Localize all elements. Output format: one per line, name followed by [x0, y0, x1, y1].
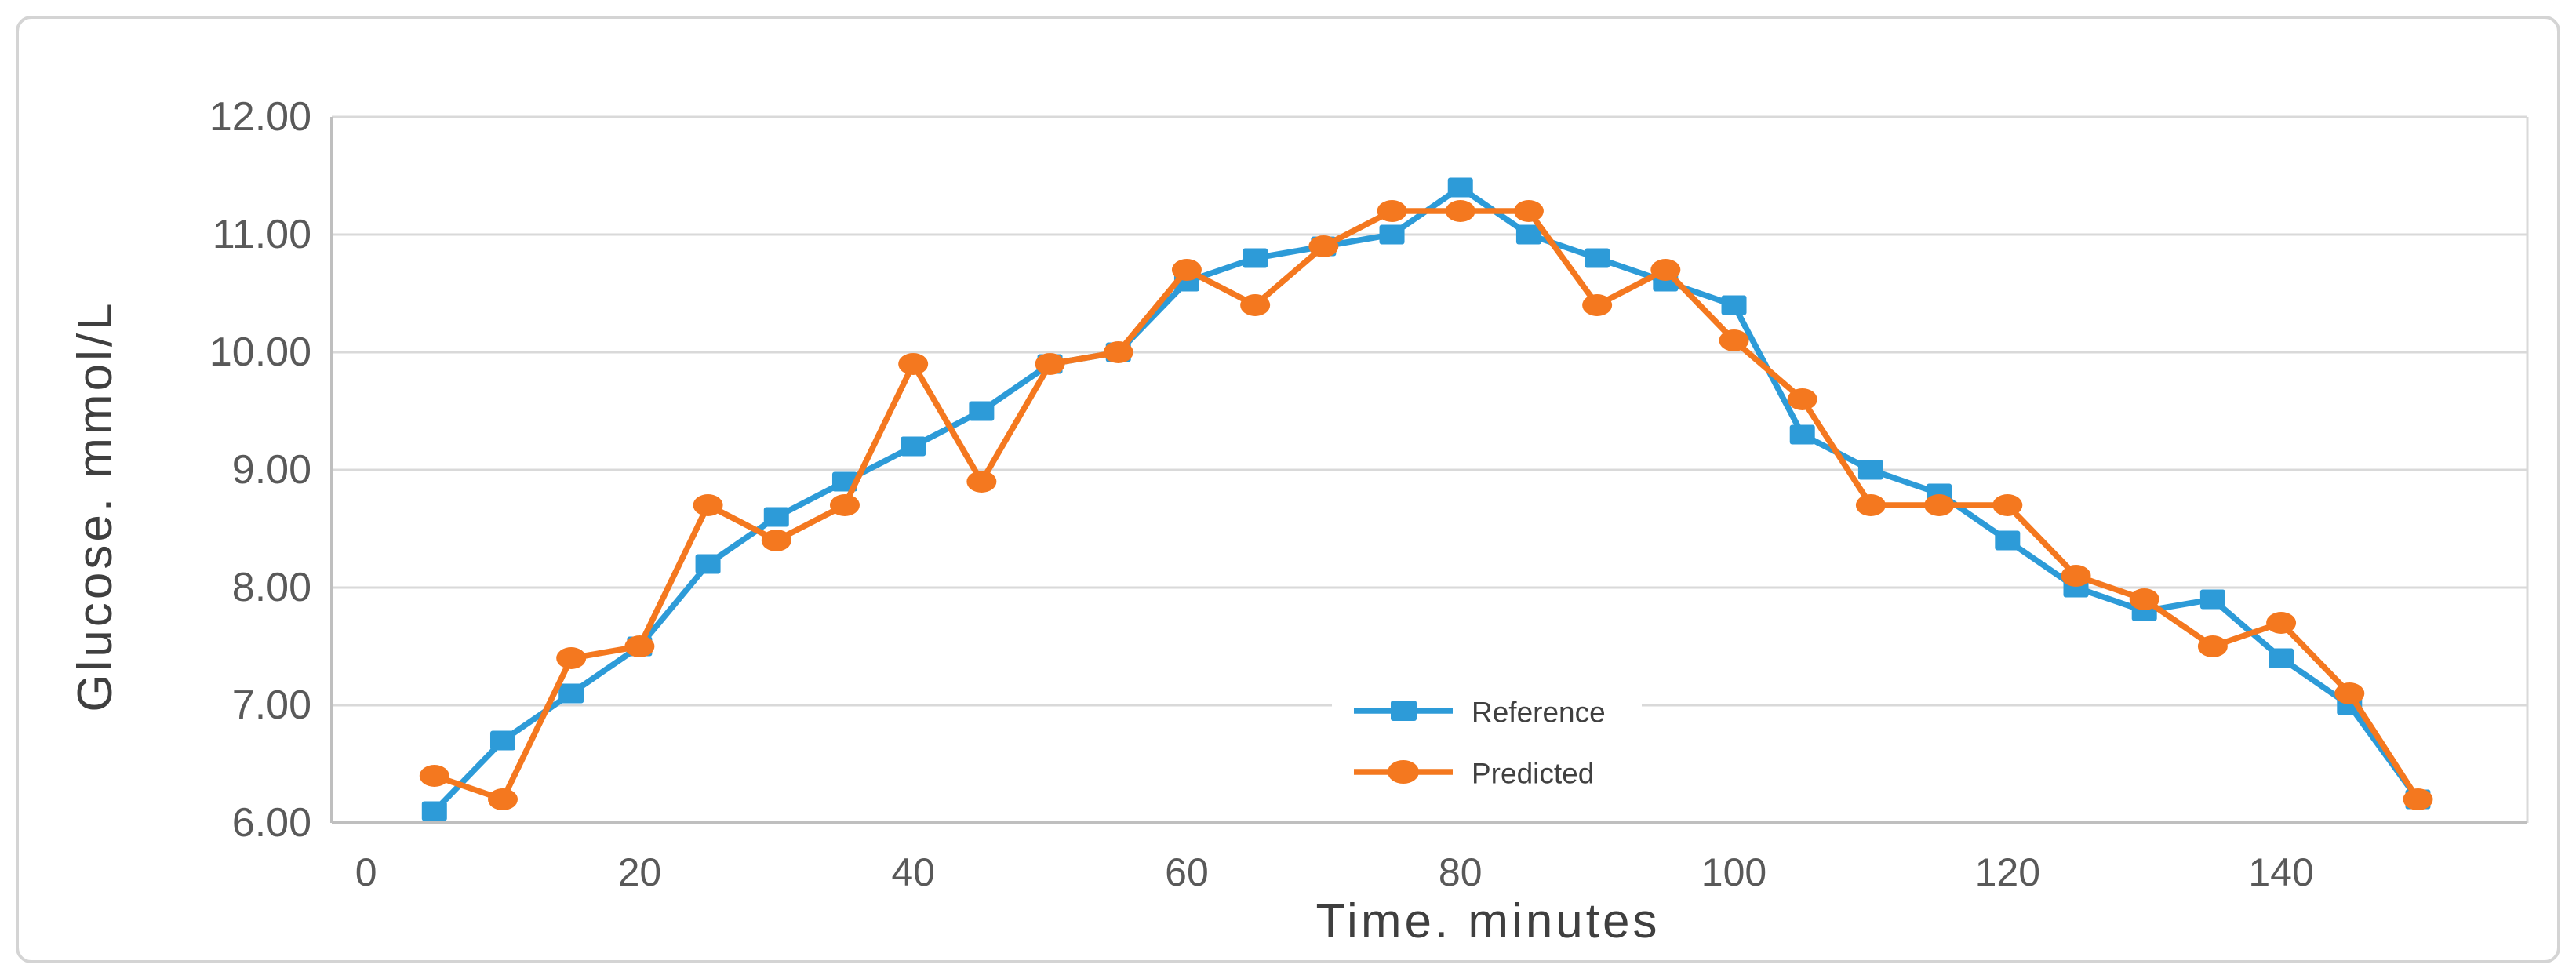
marker-predicted-75	[1377, 200, 1407, 222]
marker-reference-105	[1789, 424, 1815, 445]
x-tick-label-40: 40	[891, 850, 935, 894]
x-tick-label-100: 100	[1701, 850, 1766, 894]
marker-reference-40	[901, 436, 926, 457]
marker-predicted-5	[419, 765, 449, 787]
marker-reference-15	[558, 683, 584, 704]
legend-label-predicted: Predicted	[1472, 758, 1594, 790]
marker-reference-85	[1515, 224, 1541, 245]
marker-predicted-70	[1308, 235, 1339, 257]
marker-predicted-115	[1924, 494, 1955, 516]
marker-reference-120	[1995, 530, 2021, 551]
marker-predicted-45	[966, 471, 997, 493]
legend-marker-circle-icon	[1388, 760, 1419, 784]
marker-predicted-10	[487, 788, 518, 810]
marker-reference-5	[421, 801, 447, 821]
marker-reference-140	[2269, 648, 2294, 668]
x-axis-title: Time. minutes	[1315, 894, 1660, 948]
marker-predicted-85	[1513, 200, 1544, 222]
marker-predicted-40	[898, 353, 929, 375]
marker-predicted-100	[1719, 329, 1749, 351]
marker-predicted-60	[1171, 259, 1202, 281]
legend: Reference Predicted	[1332, 671, 1642, 806]
marker-reference-65	[1243, 248, 1268, 268]
x-tick-label-60: 60	[1165, 850, 1209, 894]
marker-predicted-35	[829, 494, 860, 516]
marker-reference-80	[1447, 177, 1473, 198]
marker-reference-25	[695, 554, 721, 574]
x-tick-label-0: 0	[355, 850, 377, 894]
marker-predicted-145	[2334, 682, 2365, 704]
marker-reference-10	[489, 730, 515, 751]
x-tick-label-120: 120	[1975, 850, 2040, 894]
marker-predicted-135	[2197, 635, 2228, 657]
marker-predicted-110	[1855, 494, 1886, 516]
marker-predicted-150	[2403, 788, 2433, 810]
y-tick-label-9.00: 9.00	[232, 447, 311, 493]
y-tick-label-10.00: 10.00	[209, 329, 311, 375]
x-tick-label-20: 20	[618, 850, 662, 894]
legend-background	[1332, 671, 1642, 806]
marker-reference-135	[2199, 589, 2225, 610]
marker-predicted-90	[1582, 294, 1613, 316]
marker-reference-100	[1721, 295, 1747, 315]
legend-label-reference: Reference	[1472, 697, 1606, 729]
y-tick-label-12.00: 12.00	[209, 94, 311, 140]
y-tick-label-6.00: 6.00	[232, 800, 311, 846]
marker-predicted-105	[1787, 388, 1817, 410]
marker-predicted-140	[2266, 612, 2297, 634]
y-axis-title: Glucose. mmol/L	[68, 300, 122, 712]
x-tick-label-80: 80	[1439, 850, 1483, 894]
marker-predicted-25	[693, 494, 723, 516]
marker-predicted-125	[2061, 565, 2091, 587]
marker-reference-90	[1585, 248, 1610, 268]
marker-predicted-55	[1103, 341, 1133, 363]
marker-reference-75	[1379, 224, 1405, 245]
marker-predicted-65	[1240, 294, 1271, 316]
y-tick-label-11.00: 11.00	[213, 212, 311, 257]
marker-predicted-95	[1650, 259, 1681, 281]
y-tick-label-7.00: 7.00	[232, 682, 311, 728]
y-tick-label-8.00: 8.00	[232, 565, 311, 610]
marker-predicted-15	[556, 647, 587, 669]
figure-border	[16, 16, 2560, 963]
series-predicted	[419, 200, 2433, 810]
marker-reference-110	[1857, 460, 1883, 480]
marker-predicted-50	[1035, 353, 1065, 375]
marker-predicted-80	[1445, 200, 1475, 222]
marker-predicted-20	[624, 635, 655, 657]
legend-marker-square-icon	[1391, 701, 1417, 721]
marker-reference-30	[763, 507, 789, 527]
marker-predicted-120	[1992, 494, 2023, 516]
marker-predicted-30	[761, 530, 791, 551]
marker-reference-45	[969, 401, 995, 421]
marker-predicted-130	[2129, 588, 2159, 610]
plot-area: 12.00 11.00 10.00 9.00 8.00 7.00 6.00 0 20 40 60 80…	[209, 94, 2529, 894]
x-tick-label-140: 140	[2248, 850, 2313, 894]
